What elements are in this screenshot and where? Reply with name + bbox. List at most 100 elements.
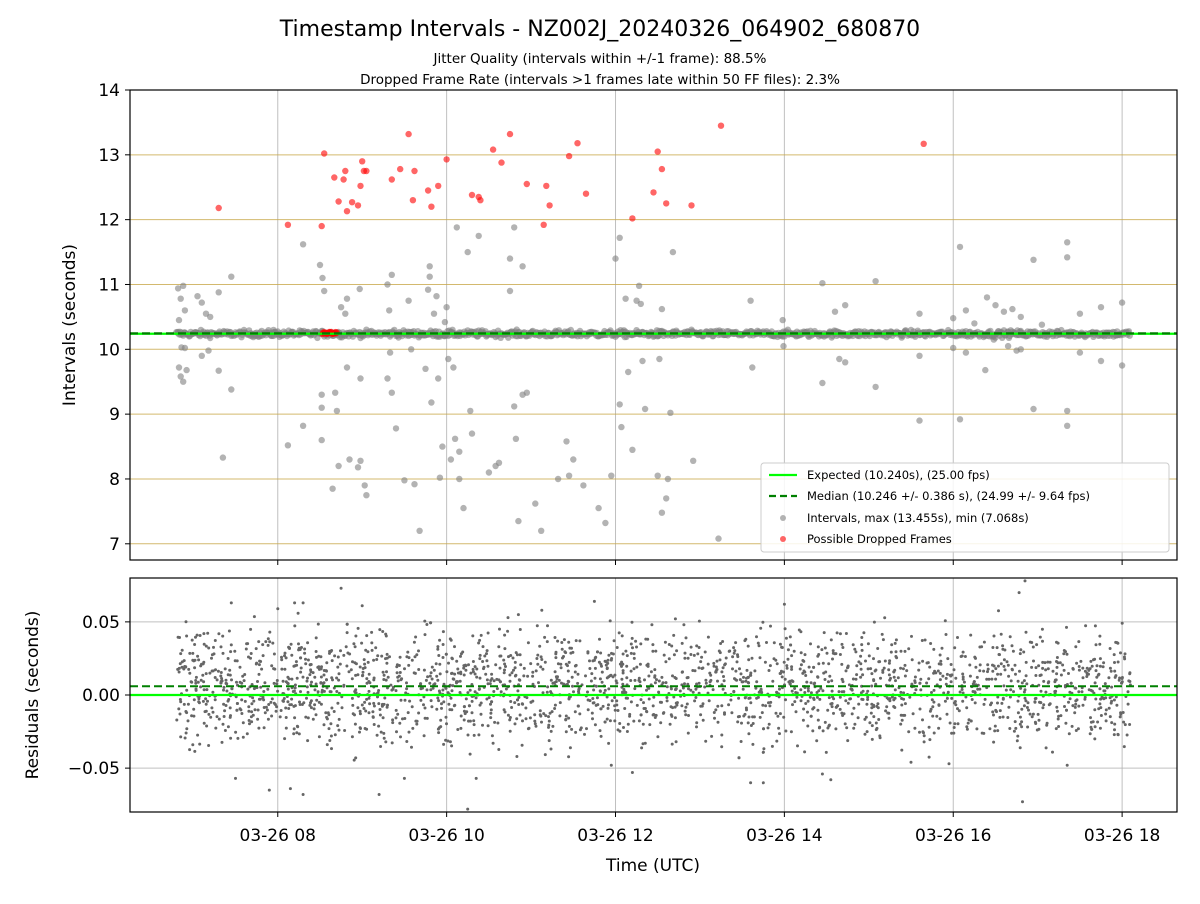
residual-point — [565, 730, 568, 733]
residual-point — [1074, 645, 1077, 648]
residual-point — [816, 675, 819, 678]
residual-point — [736, 720, 739, 723]
residual-point — [478, 657, 481, 660]
residual-point — [197, 700, 200, 703]
residual-point — [542, 691, 545, 694]
residual-point — [892, 705, 895, 708]
residual-point — [910, 683, 913, 686]
residual-point — [453, 645, 456, 648]
residual-point — [531, 671, 534, 674]
residual-point — [245, 648, 248, 651]
residual-point — [881, 633, 884, 636]
residual-point — [365, 677, 368, 680]
residual-point — [974, 691, 977, 694]
residual-point — [928, 738, 931, 741]
residual-point — [315, 713, 318, 716]
residual-point — [995, 710, 998, 713]
dropped-frame-point — [319, 223, 325, 229]
residual-point — [1019, 648, 1022, 651]
residual-point — [1073, 711, 1076, 714]
residual-point — [401, 717, 404, 720]
residual-point — [762, 781, 765, 784]
residual-point — [507, 616, 510, 619]
residual-point — [1123, 745, 1126, 748]
residual-point — [382, 671, 385, 674]
residual-point — [803, 691, 806, 694]
residual-point — [845, 726, 848, 729]
residual-point — [946, 657, 949, 660]
residual-point — [731, 667, 734, 670]
residual-point — [371, 710, 374, 713]
residual-point — [379, 745, 382, 748]
residual-point — [768, 704, 771, 707]
interval-point — [749, 364, 755, 370]
residual-point — [744, 638, 747, 641]
residual-point — [567, 641, 570, 644]
residual-point — [804, 653, 807, 656]
residual-point — [351, 704, 354, 707]
residual-point — [273, 653, 276, 656]
residual-point — [777, 727, 780, 730]
residual-point — [497, 748, 500, 751]
residual-point — [211, 691, 214, 694]
residual-point — [709, 680, 712, 683]
residual-point — [622, 653, 625, 656]
residual-point — [887, 668, 890, 671]
residual-point — [921, 718, 924, 721]
residual-point — [723, 713, 726, 716]
residual-point — [716, 660, 719, 663]
residual-point — [996, 729, 999, 732]
residual-point — [570, 647, 573, 650]
interval-point — [300, 241, 306, 247]
residual-point — [309, 663, 312, 666]
residual-point — [368, 711, 371, 714]
residual-point — [819, 687, 822, 690]
residual-point — [945, 633, 948, 636]
residual-point — [300, 667, 303, 670]
residual-point — [922, 731, 925, 734]
residual-point — [1020, 725, 1023, 728]
dropped-frame-point — [349, 199, 355, 205]
residual-point — [921, 660, 924, 663]
residual-point — [847, 702, 850, 705]
residual-point — [684, 706, 687, 709]
residual-point — [611, 699, 614, 702]
residual-point — [267, 703, 270, 706]
interval-point — [344, 296, 350, 302]
residual-point — [242, 736, 245, 739]
x-tick-label: 03-26 08 — [240, 826, 316, 846]
residual-point — [899, 667, 902, 670]
residual-point — [732, 646, 735, 649]
residual-point — [302, 676, 305, 679]
residual-point — [884, 709, 887, 712]
residual-point — [503, 708, 506, 711]
residual-point — [674, 706, 677, 709]
residual-point — [1107, 676, 1110, 679]
residual-point — [351, 735, 354, 738]
residual-point — [842, 690, 845, 693]
dropped-frame-point — [357, 183, 363, 189]
residual-point — [647, 687, 650, 690]
interval-point — [663, 495, 669, 501]
residual-point — [498, 655, 501, 658]
residual-point — [357, 627, 360, 630]
residual-point — [242, 721, 245, 724]
residual-point — [849, 697, 852, 700]
residual-point — [639, 642, 642, 645]
residual-point — [218, 718, 221, 721]
residual-point — [790, 665, 793, 668]
residual-point — [832, 712, 835, 715]
residual-point — [289, 787, 292, 790]
residual-point — [626, 730, 629, 733]
interval-point — [456, 476, 462, 482]
residual-point — [306, 680, 309, 683]
interval-point — [319, 405, 325, 411]
interval-point — [625, 369, 631, 375]
residual-point — [872, 679, 875, 682]
residual-point — [999, 709, 1002, 712]
residual-point — [642, 723, 645, 726]
residual-point — [207, 713, 210, 716]
residual-point — [372, 702, 375, 705]
residual-point — [334, 733, 337, 736]
interval-point — [984, 294, 990, 300]
